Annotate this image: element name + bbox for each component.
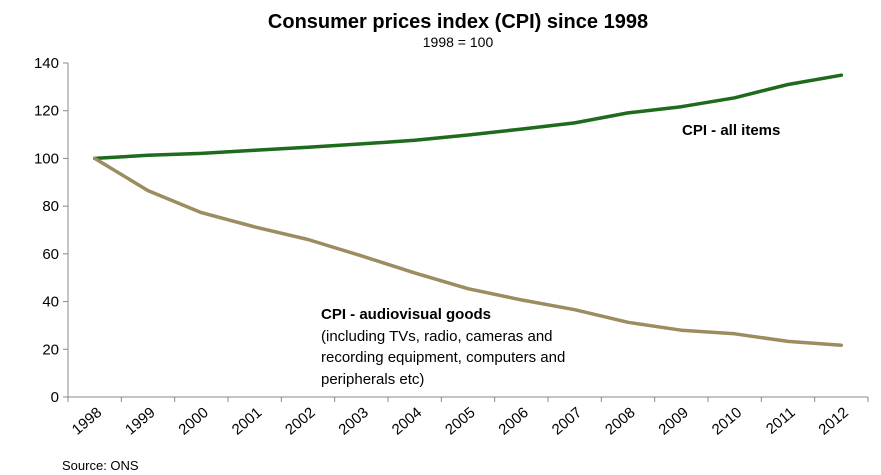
audiovisual-note-line-3: peripherals etc) (321, 371, 424, 388)
x-tick-label: 2002 (282, 404, 318, 438)
series-layer (92, 73, 844, 347)
y-tick-label: 20 (42, 341, 59, 358)
data-point (626, 321, 630, 324)
audiovisual-note-line-2: recording equipment, computers and (321, 349, 565, 366)
y-tick-label: 0 (51, 389, 59, 406)
data-point (520, 298, 523, 302)
data-point (146, 189, 150, 192)
series-line-all-items (92, 73, 844, 161)
y-tick-label: 120 (34, 103, 59, 120)
y-tick-label: 100 (34, 150, 59, 167)
data-point (306, 238, 310, 241)
chart-subtitle: 1998 = 100 (423, 34, 494, 50)
x-tick-label: 2000 (175, 404, 211, 438)
data-point (733, 332, 736, 335)
source-note: Source: ONS (62, 458, 139, 473)
chart-title: Consumer prices index (CPI) since 1998 (268, 11, 648, 33)
audiovisual-note-line-1: (including TVs, radio, cameras and (321, 328, 553, 345)
data-point (840, 344, 843, 347)
data-point (573, 121, 576, 125)
data-point (840, 73, 843, 77)
x-tick-label: 2012 (815, 404, 851, 438)
x-axis: 1998 1999 2000 2001 2002 2003 2004 2005 2006 2007… (67, 396, 869, 439)
y-axis: 0 20 40 60 80 100 120 140 (34, 55, 69, 406)
x-tick-label: 2009 (655, 404, 691, 438)
data-point (253, 149, 256, 152)
data-point (360, 254, 363, 257)
y-tick-label: 40 (42, 294, 59, 311)
series-label-audiovisual: CPI - audiovisual goods (321, 306, 491, 323)
x-tick-label: 1999 (122, 404, 158, 438)
x-tick-label: 2010 (709, 404, 745, 438)
y-tick-label: 80 (42, 198, 59, 215)
data-point (253, 225, 256, 229)
data-point (466, 133, 470, 137)
data-point (733, 96, 736, 100)
data-point (680, 105, 683, 108)
data-point (146, 154, 150, 157)
data-point (200, 152, 203, 155)
data-point (786, 83, 790, 86)
data-point (306, 146, 310, 149)
data-point (360, 142, 363, 146)
data-point (786, 340, 790, 343)
data-point (573, 308, 576, 311)
x-tick-label: 2005 (442, 404, 478, 438)
y-tick-label: 60 (42, 246, 59, 263)
data-point (680, 329, 683, 332)
x-tick-label: 2006 (495, 404, 531, 438)
x-tick-label: 2008 (602, 404, 638, 438)
x-tick-label: 2011 (763, 404, 799, 438)
data-point (413, 139, 416, 142)
data-point (200, 211, 203, 214)
x-tick-label: 1998 (69, 404, 105, 438)
data-point (520, 127, 523, 131)
data-point (413, 271, 416, 275)
data-point (466, 287, 470, 290)
series-label-all-items: CPI - all items (682, 122, 780, 139)
y-tick-label: 140 (34, 55, 59, 72)
x-tick-label: 2001 (229, 404, 265, 438)
x-tick-label: 2007 (549, 404, 585, 438)
data-point (626, 111, 630, 115)
x-tick-label: 2004 (389, 404, 425, 438)
x-tick-label: 2003 (335, 404, 371, 438)
data-point (93, 157, 96, 160)
